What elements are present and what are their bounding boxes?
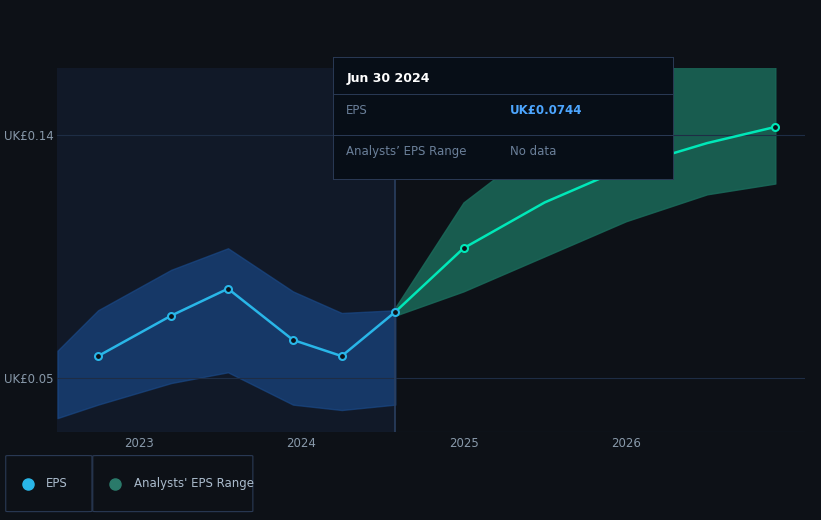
Text: Analysts' EPS Range: Analysts' EPS Range [134,477,254,490]
FancyBboxPatch shape [93,456,253,512]
Text: Analysts Forecasts: Analysts Forecasts [405,101,515,114]
Text: Actual: Actual [349,101,386,114]
Text: UK£0.0744: UK£0.0744 [510,103,582,116]
Text: No data: No data [510,145,556,158]
Text: EPS: EPS [346,103,368,116]
FancyBboxPatch shape [6,456,92,512]
Text: EPS: EPS [46,477,67,490]
Bar [57,68,395,432]
Text: Analysts’ EPS Range: Analysts’ EPS Range [346,145,466,158]
Text: Jun 30 2024: Jun 30 2024 [346,72,429,85]
